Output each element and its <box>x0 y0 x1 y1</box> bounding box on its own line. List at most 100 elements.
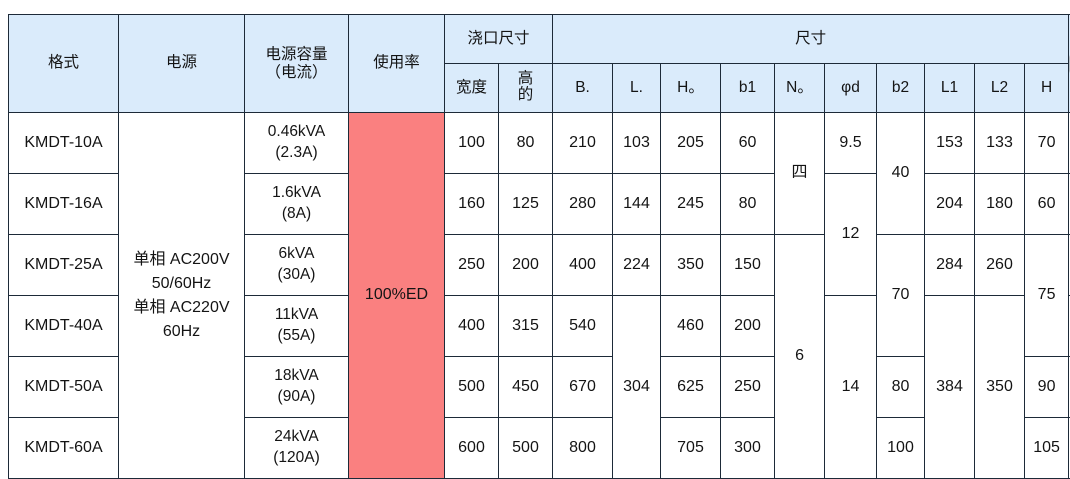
cell-dim-H: 60 <box>1025 174 1069 235</box>
cell-dim-phid: 12 <box>825 174 877 296</box>
cell-gate-height: 315 <box>499 296 553 357</box>
cell-dim-B: 800 <box>553 418 613 479</box>
header-dimensions: 尺寸 <box>553 15 1069 64</box>
header-capacity: 电源容量 （电流） <box>245 15 349 113</box>
cell-model: KMDT-50A <box>9 357 119 418</box>
cell-gate-width: 400 <box>445 296 499 357</box>
header-dim-N0: N。 <box>775 64 825 113</box>
cell-capacity: 18kVA (90A) <box>245 357 349 418</box>
capacity-kva: 6kVA <box>246 244 347 265</box>
header-group-row: 格式 电源 电源容量 （电流） 使用率 浇口尺寸 尺寸 重量 重量 <box>9 15 1070 64</box>
cell-dim-phid: 14 <box>825 296 877 479</box>
cell-dim-L1: 204 <box>925 174 975 235</box>
cell-dim-b1: 250 <box>721 357 775 418</box>
header-power: 电源 <box>119 15 245 113</box>
cell-model: KMDT-16A <box>9 174 119 235</box>
cell-dim-L1-merged: 384 <box>925 296 975 479</box>
cell-dim-B: 670 <box>553 357 613 418</box>
cell-gate-width: 250 <box>445 235 499 296</box>
cell-dim-B: 280 <box>553 174 613 235</box>
power-line-3: 单相 AC220V <box>120 296 243 320</box>
cell-dim-H: 105 <box>1025 418 1069 479</box>
cell-gate-height: 500 <box>499 418 553 479</box>
power-line-4: 60Hz <box>120 320 243 344</box>
header-dim-L: L. <box>613 64 661 113</box>
cell-dim-phid: 9.5 <box>825 113 877 174</box>
cell-dim-b1: 300 <box>721 418 775 479</box>
cell-dim-L: 224 <box>613 235 661 296</box>
table-row: KMDT-10A 单相 AC200V 50/60Hz 单相 AC220V 60H… <box>9 113 1070 174</box>
cell-dim-B: 400 <box>553 235 613 296</box>
cell-model: KMDT-40A <box>9 296 119 357</box>
cell-gate-height: 450 <box>499 357 553 418</box>
cell-dim-L2-merged: 350 <box>975 296 1025 479</box>
cell-capacity: 1.6kVA (8A) <box>245 174 349 235</box>
cell-capacity: 24kVA (120A) <box>245 418 349 479</box>
cell-gate-width: 160 <box>445 174 499 235</box>
capacity-amp: (90A) <box>246 387 347 408</box>
cell-dim-N0: 四 <box>775 113 825 235</box>
capacity-kva: 18kVA <box>246 366 347 387</box>
cell-gate-width: 500 <box>445 357 499 418</box>
cell-dim-N0: 6 <box>775 235 825 479</box>
cell-gate-height: 200 <box>499 235 553 296</box>
cell-dim-b2: 100 <box>877 418 925 479</box>
header-dim-b2: b2 <box>877 64 925 113</box>
header-capacity-line1: 电源容量 <box>246 46 347 64</box>
capacity-amp: (55A) <box>246 326 347 347</box>
cell-dim-H0: 245 <box>661 174 721 235</box>
cell-model: KMDT-10A <box>9 113 119 174</box>
cell-dim-H: 75 <box>1025 235 1069 357</box>
header-dim-L2: L2 <box>975 64 1025 113</box>
cell-dim-H0: 625 <box>661 357 721 418</box>
header-dim-H0: H。 <box>661 64 721 113</box>
header-gate-height-text: 高的 <box>518 71 534 104</box>
header-capacity-line2: （电流） <box>246 64 347 82</box>
capacity-kva: 1.6kVA <box>246 183 347 204</box>
cell-model: KMDT-60A <box>9 418 119 479</box>
header-gate-width: 宽度 <box>445 64 499 113</box>
cell-power-supply: 单相 AC200V 50/60Hz 单相 AC220V 60Hz <box>119 113 245 479</box>
header-dim-phid: φd <box>825 64 877 113</box>
capacity-amp: (8A) <box>246 204 347 225</box>
cell-dim-b2: 40 <box>877 113 925 235</box>
cell-dim-H: 70 <box>1025 113 1069 174</box>
capacity-amp: (2.3A) <box>246 143 347 164</box>
cell-dim-b1: 200 <box>721 296 775 357</box>
cell-dim-b2: 80 <box>877 357 925 418</box>
capacity-kva: 11kVA <box>246 305 347 326</box>
spec-table-sheet: 格式 电源 电源容量 （电流） 使用率 浇口尺寸 尺寸 重量 重量 <box>0 0 1070 455</box>
cell-gate-width: 600 <box>445 418 499 479</box>
cell-dim-L1: 284 <box>925 235 975 296</box>
header-dim-B: B. <box>553 64 613 113</box>
cell-duty-rate: 100%ED <box>349 113 445 479</box>
cell-capacity: 6kVA (30A) <box>245 235 349 296</box>
cell-dim-H0: 205 <box>661 113 721 174</box>
table-header: 格式 电源 电源容量 （电流） 使用率 浇口尺寸 尺寸 重量 重量 <box>9 15 1070 113</box>
cell-model: KMDT-25A <box>9 235 119 296</box>
cell-dim-b1: 60 <box>721 113 775 174</box>
cell-dim-b2: 70 <box>877 235 925 357</box>
cell-dim-L-merged: 304 <box>613 296 661 479</box>
cell-dim-b1: 80 <box>721 174 775 235</box>
cell-capacity: 11kVA (55A) <box>245 296 349 357</box>
cell-dim-L: 103 <box>613 113 661 174</box>
cell-dim-B: 210 <box>553 113 613 174</box>
capacity-amp: (120A) <box>246 448 347 469</box>
capacity-amp: (30A) <box>246 265 347 286</box>
cell-dim-H0: 350 <box>661 235 721 296</box>
cell-dim-B: 540 <box>553 296 613 357</box>
capacity-kva: 24kVA <box>246 427 347 448</box>
cell-dim-L2: 133 <box>975 113 1025 174</box>
cell-dim-H: 90 <box>1025 357 1069 418</box>
header-model: 格式 <box>9 15 119 113</box>
capacity-kva: 0.46kVA <box>246 122 347 143</box>
header-gate-size: 浇口尺寸 <box>445 15 553 64</box>
header-dim-L1: L1 <box>925 64 975 113</box>
cell-gate-height: 125 <box>499 174 553 235</box>
table-body: KMDT-10A 单相 AC200V 50/60Hz 单相 AC220V 60H… <box>9 113 1070 479</box>
cell-dim-L2: 180 <box>975 174 1025 235</box>
cell-gate-height: 80 <box>499 113 553 174</box>
cell-gate-width: 100 <box>445 113 499 174</box>
header-duty-rate: 使用率 <box>349 15 445 113</box>
